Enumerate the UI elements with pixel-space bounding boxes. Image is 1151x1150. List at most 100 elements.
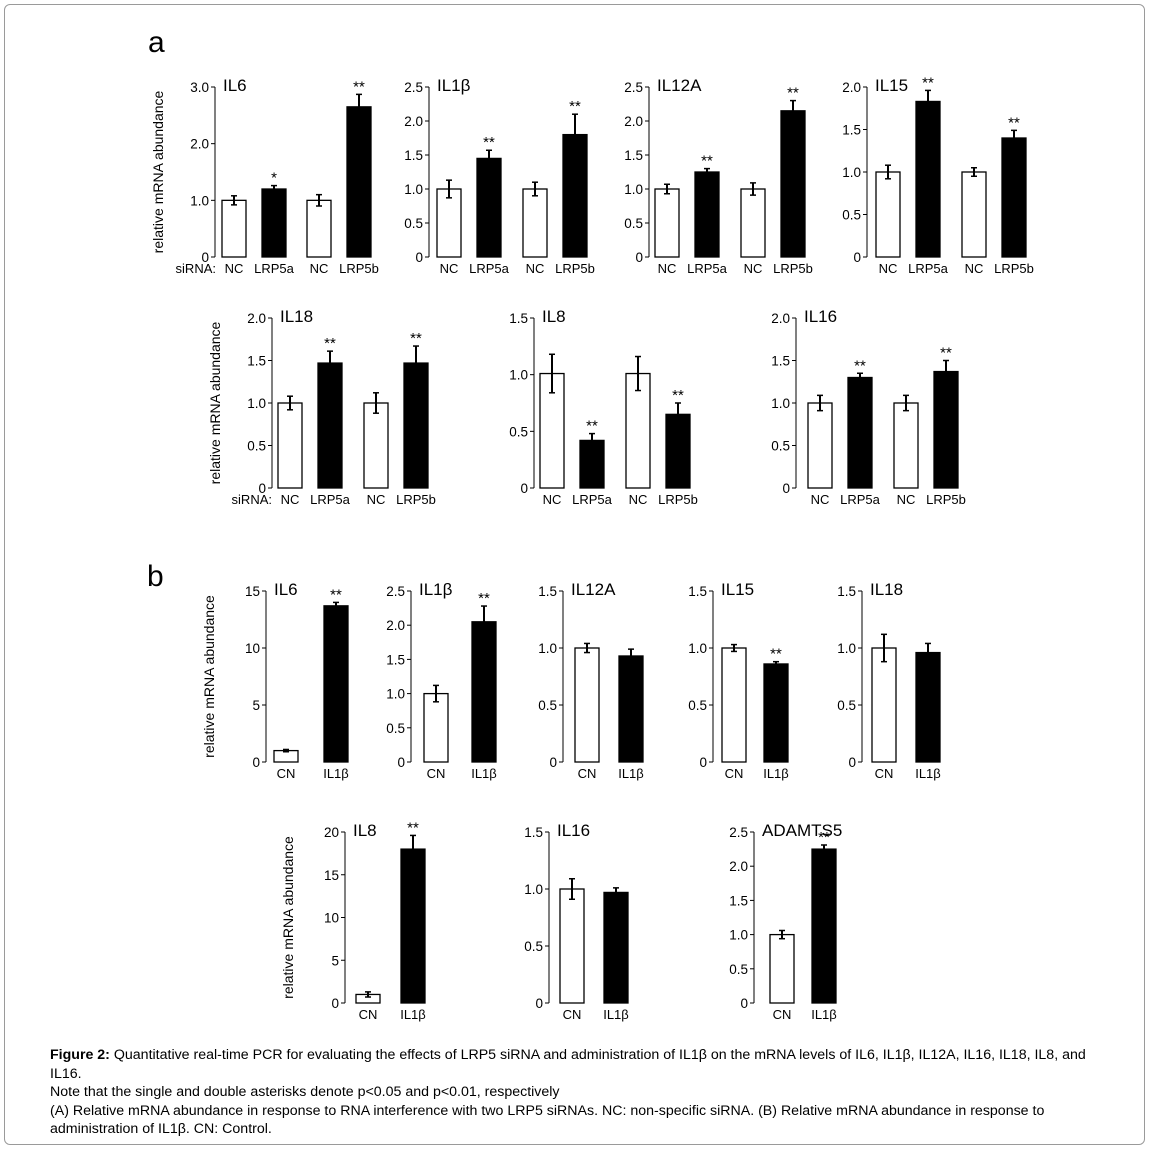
y-tick-label: 20 [324,825,339,840]
significance-mark: * [271,170,277,187]
y-tick-label: 1.5 [624,148,643,163]
y-axis-title: relative mRNA abundance [150,90,166,253]
category-label: IL1β [618,766,644,781]
y-tick-label: 1.0 [538,641,557,656]
bar [807,402,833,489]
y-tick-label: 0 [535,996,543,1011]
bar [261,188,287,258]
chart-9: 0 0.5 1.0 1.5 IL12A CN IL1β [538,580,644,781]
category-label: NC [543,492,562,507]
bar [915,651,941,763]
bar [694,171,720,258]
chart-0: 0 1.0 2.0 3.0 IL6 NC * LRP5a NC ** LRP5b siRNA: rela… [150,76,379,276]
chart-title: IL6 [274,580,298,599]
bar [665,413,691,489]
category-label: IL1β [915,766,941,781]
category-label: CN [578,766,597,781]
category-label: NC [526,261,545,276]
chart-title: IL12A [657,76,702,95]
y-tick-label: 1.5 [404,148,423,163]
significance-mark: ** [330,586,342,603]
category-label: LRP5b [658,492,698,507]
y-tick-label: 1.5 [842,123,861,138]
charts-group: 0 1.0 2.0 3.0 IL6 NC * LRP5a NC ** LRP5b siRNA: rela… [150,74,1034,1022]
y-axis-title: relative mRNA abundance [280,836,296,999]
significance-mark: ** [569,98,581,115]
y-tick-label: 0 [258,481,266,496]
y-tick-label: 0.5 [837,698,856,713]
bar [346,106,372,258]
y-tick-label: 2.0 [247,311,266,326]
y-tick-label: 2.0 [624,114,643,129]
y-tick-label: 0.5 [538,698,557,713]
significance-mark: ** [353,78,365,95]
y-tick-label: 0.5 [771,439,790,454]
y-tick-label: 1.5 [247,354,266,369]
category-label: NC [281,492,300,507]
y-tick-label: 0 [415,250,423,265]
chart-title: IL1β [419,580,453,599]
y-tick-label: 15 [324,868,339,883]
y-tick-label: 0 [397,755,405,770]
bar [740,188,766,258]
bar [471,621,497,763]
y-tick-label: 1.0 [509,368,528,383]
y-tick-label: 5 [252,698,260,713]
y-tick-label: 1.5 [729,893,748,908]
significance-mark: ** [854,357,866,374]
chart-2: 0 0.5 1.0 1.5 2.0 2.5 IL12A NC ** LRP5a NC ** LRP5b [624,76,813,276]
category-label: NC [879,261,898,276]
chart-title: ADAMTS5 [762,821,842,840]
category-label: IL1β [763,766,789,781]
y-tick-label: 1.0 [404,182,423,197]
category-label: IL1β [471,766,497,781]
y-tick-label: 1.5 [837,584,856,599]
bar [221,199,247,258]
y-tick-label: 0.5 [247,439,266,454]
bar [559,888,585,1004]
y-tick-label: 1.5 [524,825,543,840]
bar [403,362,429,489]
bar [476,157,502,258]
significance-mark: ** [478,590,490,607]
category-label: NC [225,261,244,276]
chart-11: 0 0.5 1.0 1.5 IL18 CN IL1β [837,580,941,781]
y-tick-label: 0 [848,755,856,770]
y-tick-label: 0 [635,250,643,265]
y-tick-label: 3.0 [190,80,209,95]
bar [780,110,806,258]
category-label: NC [310,261,329,276]
significance-mark: ** [407,819,419,836]
chart-title: IL15 [875,76,908,95]
y-tick-label: 2.0 [842,80,861,95]
figure-frame [4,4,1145,1145]
significance-mark: ** [672,387,684,404]
category-label: NC [897,492,916,507]
bar [871,647,897,763]
chart-3: 0 0.5 1.0 1.5 2.0 IL15 NC ** LRP5a NC ** LRP5b [842,74,1034,276]
chart-title: IL16 [557,821,590,840]
category-label: NC [367,492,386,507]
y-tick-label: 1.0 [386,687,405,702]
y-tick-label: 1.0 [624,182,643,197]
sirna-prefix-label: siRNA: [232,492,272,507]
y-tick-label: 1.0 [729,928,748,943]
y-tick-label: 2.0 [386,618,405,633]
y-tick-label: 5 [331,953,339,968]
chart-6: 0 0.5 1.0 1.5 2.0 IL16 NC ** LRP5a NC ** LRP5b [771,307,966,507]
sirna-prefix-label: siRNA: [176,261,216,276]
bar [763,663,789,763]
category-label: LRP5a [840,492,881,507]
category-label: LRP5a [908,261,949,276]
bar [579,439,605,489]
significance-mark: ** [586,418,598,435]
significance-mark: ** [410,330,422,347]
category-label: LRP5a [310,492,351,507]
bar [961,171,987,258]
bar [363,402,389,489]
figure-caption: Figure 2: Quantitative real-time PCR for… [50,1046,1110,1139]
y-tick-label: 0 [252,755,260,770]
category-label: LRP5b [339,261,379,276]
bar [603,891,629,1004]
figure-canvas: a b 0 1.0 2.0 3.0 IL6 NC * LRP5a NC ** LRP5b siRNA:… [147,26,1034,1022]
